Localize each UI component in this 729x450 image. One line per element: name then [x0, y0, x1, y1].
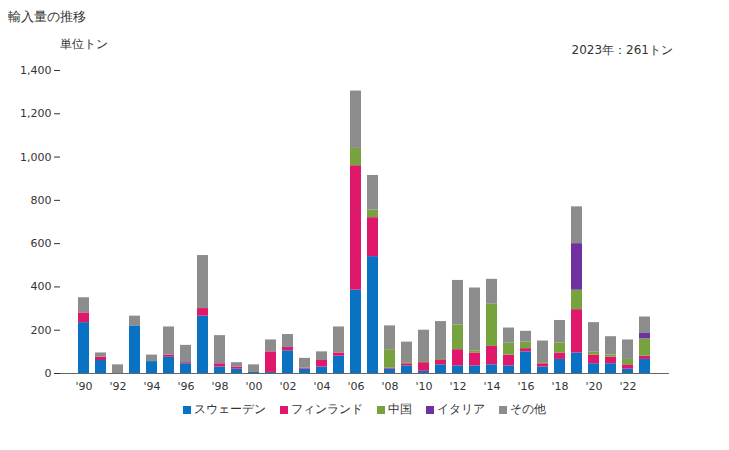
html-text:その他: その他	[510, 402, 546, 416]
svg-text:1,200: 1,200	[20, 107, 52, 120]
svg-text:'00: '00	[245, 380, 262, 393]
svg-text:'10: '10	[415, 380, 432, 393]
html-text:中国: 中国	[388, 402, 412, 416]
svg-text:'98: '98	[211, 380, 228, 393]
svg-text:1,000: 1,000	[20, 151, 52, 164]
svg-text:'22: '22	[619, 380, 636, 393]
svg-text:600: 600	[31, 237, 52, 250]
svg-text:'02: '02	[279, 380, 296, 393]
html-text:単位トン: 単位トン	[60, 37, 108, 51]
html-text:スウェーデン: スウェーデン	[194, 402, 266, 416]
svg-text:'16: '16	[517, 380, 534, 393]
svg-text:800: 800	[31, 194, 52, 207]
svg-text:'20: '20	[585, 380, 602, 393]
svg-text:'90: '90	[75, 380, 92, 393]
svg-text:'94: '94	[143, 380, 160, 393]
svg-text:'12: '12	[449, 380, 466, 393]
svg-text:0: 0	[45, 367, 52, 380]
svg-text:'14: '14	[483, 380, 500, 393]
html-text:輸入量の推移: 輸入量の推移	[8, 9, 86, 24]
svg-text:'08: '08	[381, 380, 398, 393]
svg-text:200: 200	[31, 324, 52, 337]
html-text:イタリア: イタリア	[437, 402, 485, 416]
svg-text:'06: '06	[347, 380, 364, 393]
svg-text:'04: '04	[313, 380, 330, 393]
svg-text:400: 400	[31, 280, 52, 293]
svg-text:1,400: 1,400	[20, 64, 52, 77]
svg-text:'92: '92	[109, 380, 126, 393]
svg-text:'96: '96	[177, 380, 194, 393]
svg-text:'18: '18	[551, 380, 568, 393]
html-text:フィンランド: フィンランド	[291, 402, 363, 416]
html-text:2023年：261トン: 2023年：261トン	[571, 43, 673, 57]
